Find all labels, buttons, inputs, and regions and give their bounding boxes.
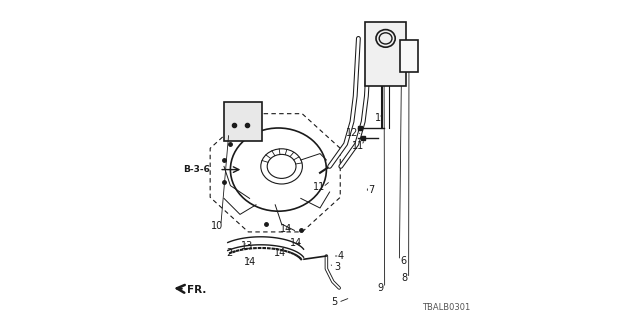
Text: 12: 12 — [346, 128, 359, 138]
FancyBboxPatch shape — [224, 102, 262, 141]
Text: 1: 1 — [375, 113, 381, 124]
FancyBboxPatch shape — [365, 22, 406, 86]
Text: 13: 13 — [241, 241, 253, 252]
Text: 11: 11 — [313, 182, 325, 192]
FancyBboxPatch shape — [400, 40, 418, 72]
Text: 11: 11 — [351, 140, 364, 151]
Text: 14: 14 — [274, 248, 286, 258]
Text: 14: 14 — [280, 224, 292, 234]
Text: 5: 5 — [332, 297, 337, 308]
Text: 3: 3 — [335, 262, 340, 272]
Text: 7: 7 — [368, 185, 374, 196]
Text: 9: 9 — [378, 283, 384, 293]
Text: 4: 4 — [338, 251, 344, 261]
Text: 10: 10 — [211, 220, 223, 231]
Text: 2: 2 — [227, 248, 233, 258]
Text: 14: 14 — [244, 257, 257, 268]
Text: 8: 8 — [402, 273, 408, 284]
Text: B-3-6: B-3-6 — [184, 165, 210, 174]
Text: 6: 6 — [400, 256, 406, 266]
Text: FR.: FR. — [177, 284, 207, 295]
Text: TBALB0301: TBALB0301 — [422, 303, 470, 312]
Text: 14: 14 — [290, 238, 302, 248]
